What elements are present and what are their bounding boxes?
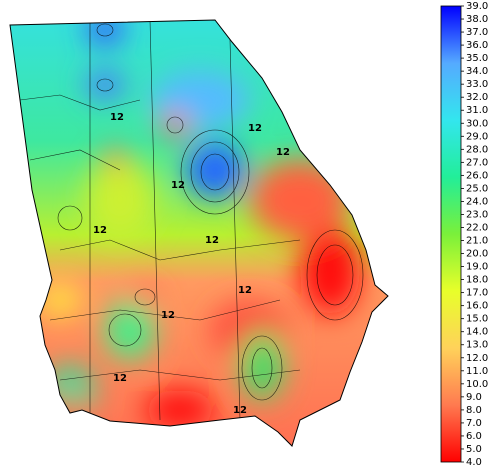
colorbar-tick-label: 26.0 (466, 170, 488, 181)
colorbar-tick-label: 18.0 (466, 275, 488, 286)
colorbar-tick-label: 38.0 (466, 14, 488, 25)
colorbar-tick-label: 36.0 (466, 40, 488, 51)
colorbar-tick-label: 12.0 (466, 353, 488, 364)
colorbar (440, 5, 462, 463)
colorbar-tick-label: 35.0 (466, 53, 488, 64)
colorbar-tick-label: 6.0 (466, 431, 482, 442)
colorbar-tick-label: 5.0 (466, 444, 482, 455)
colorbar-tick-label: 28.0 (466, 144, 488, 155)
contour-label: 12 (110, 112, 124, 123)
colorbar-tick-label: 7.0 (466, 418, 482, 429)
colorbar-tick-label: 22.0 (466, 222, 488, 233)
contour-label: 12 (113, 373, 127, 384)
colorbar-tick-label: 31.0 (466, 105, 488, 116)
contour-label: 12 (171, 180, 185, 191)
contour-label: 12 (233, 405, 247, 416)
colorbar-tick-label: 32.0 (466, 92, 488, 103)
colorbar-tick-label: 10.0 (466, 379, 488, 390)
colorbar-tick-label: 39.0 (466, 1, 488, 12)
colorbar-tick-label: 24.0 (466, 196, 488, 207)
contour-label: 12 (161, 310, 175, 321)
contour-label: 12 (238, 285, 252, 296)
colorbar-tick-label: 33.0 (466, 79, 488, 90)
colorbar-tick-label: 29.0 (466, 131, 488, 142)
colorbar-tick-label: 23.0 (466, 209, 488, 220)
contour-label: 12 (248, 123, 262, 134)
colorbar-tick-label: 25.0 (466, 183, 488, 194)
colorbar-tick-label: 9.0 (466, 392, 482, 403)
colorbar-tick-label: 17.0 (466, 288, 488, 299)
colorbar-tick-label: 37.0 (466, 27, 488, 38)
colorbar-tick-label: 16.0 (466, 301, 488, 312)
colorbar-tick-label: 19.0 (466, 262, 488, 273)
colorbar-tick-label: 11.0 (466, 366, 488, 377)
colorbar-tick-label: 30.0 (466, 118, 488, 129)
contour-label: 12 (205, 235, 219, 246)
colorbar-tick-label: 13.0 (466, 340, 488, 351)
colorbar-tick-label: 27.0 (466, 157, 488, 168)
contour-label: 12 (93, 225, 107, 236)
colorbar-tick-label: 34.0 (466, 66, 488, 77)
colorbar-tick-label: 4.0 (466, 457, 482, 468)
contour-label: 12 (276, 147, 290, 158)
colorbar-tick-label: 14.0 (466, 327, 488, 338)
colorbar-tick-label: 21.0 (466, 236, 488, 247)
colorbar-tick-label: 15.0 (466, 314, 488, 325)
colorbar-tick-label: 8.0 (466, 405, 482, 416)
colorbar-tick-label: 20.0 (466, 249, 488, 260)
